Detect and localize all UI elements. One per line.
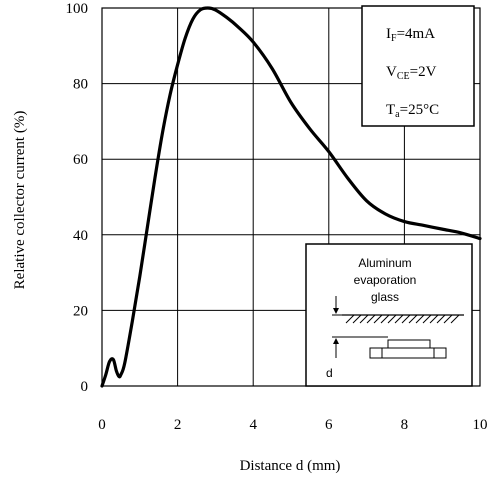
hatch-mark [359, 314, 369, 324]
x-tick-label: 10 [473, 417, 488, 433]
x-tick-label: 0 [98, 417, 106, 433]
hatch-mark [408, 314, 418, 324]
inset-label-glass: glass [371, 290, 399, 304]
y-tick-labels: 0 20 40 60 80 100 [66, 1, 89, 395]
y-tick-label: 0 [81, 379, 89, 395]
sensor-device [348, 336, 447, 359]
y-tick-label: 20 [73, 303, 88, 319]
hatch-mark [443, 314, 453, 324]
hatch-mark [380, 314, 390, 324]
hatch-mark [345, 314, 355, 324]
hatch-mark [450, 314, 460, 324]
hatch-mark [387, 314, 397, 324]
inset-label-evaporation: evaporation [354, 273, 417, 287]
x-axis-label: Distance d (mm) [240, 458, 341, 474]
plot-frame [101, 7, 481, 387]
condition-if: IF=4mA [386, 26, 435, 44]
hatch-mark [373, 314, 383, 324]
inset-label-aluminum: Aluminum [358, 256, 411, 270]
inset-diagram: Aluminum evaporation glass d [305, 243, 473, 387]
x-tick-label: 4 [249, 417, 257, 433]
x-tick-label: 8 [401, 417, 409, 433]
condition-ta: Ta=25°C [386, 102, 439, 120]
condition-vce: VCE=2V [386, 64, 437, 82]
distance-marker: d [326, 296, 348, 380]
hatch-mark [436, 314, 446, 324]
hatch-mark [429, 314, 439, 324]
hatch-mark [415, 314, 425, 324]
conditions-box: IF=4mA VCE=2V Ta=25°C [361, 5, 475, 127]
hatch-marks [345, 314, 460, 324]
glass-surface [342, 314, 464, 324]
y-axis-label: Relative collector current (%) [12, 111, 28, 290]
y-tick-label: 40 [73, 228, 88, 244]
y-tick-label: 60 [73, 152, 88, 168]
x-tick-label: 2 [174, 417, 182, 433]
y-tick-label: 100 [66, 1, 89, 17]
hatch-mark [422, 314, 432, 324]
hatch-mark [352, 314, 362, 324]
hatch-mark [394, 314, 404, 324]
hatch-mark [366, 314, 376, 324]
x-tick-label: 6 [325, 417, 333, 433]
x-tick-labels: 0 2 4 6 8 10 [98, 417, 487, 433]
hatch-mark [401, 314, 411, 324]
y-tick-label: 80 [73, 77, 88, 93]
inset-d-label: d [326, 366, 333, 380]
series-line [100, 6, 482, 388]
